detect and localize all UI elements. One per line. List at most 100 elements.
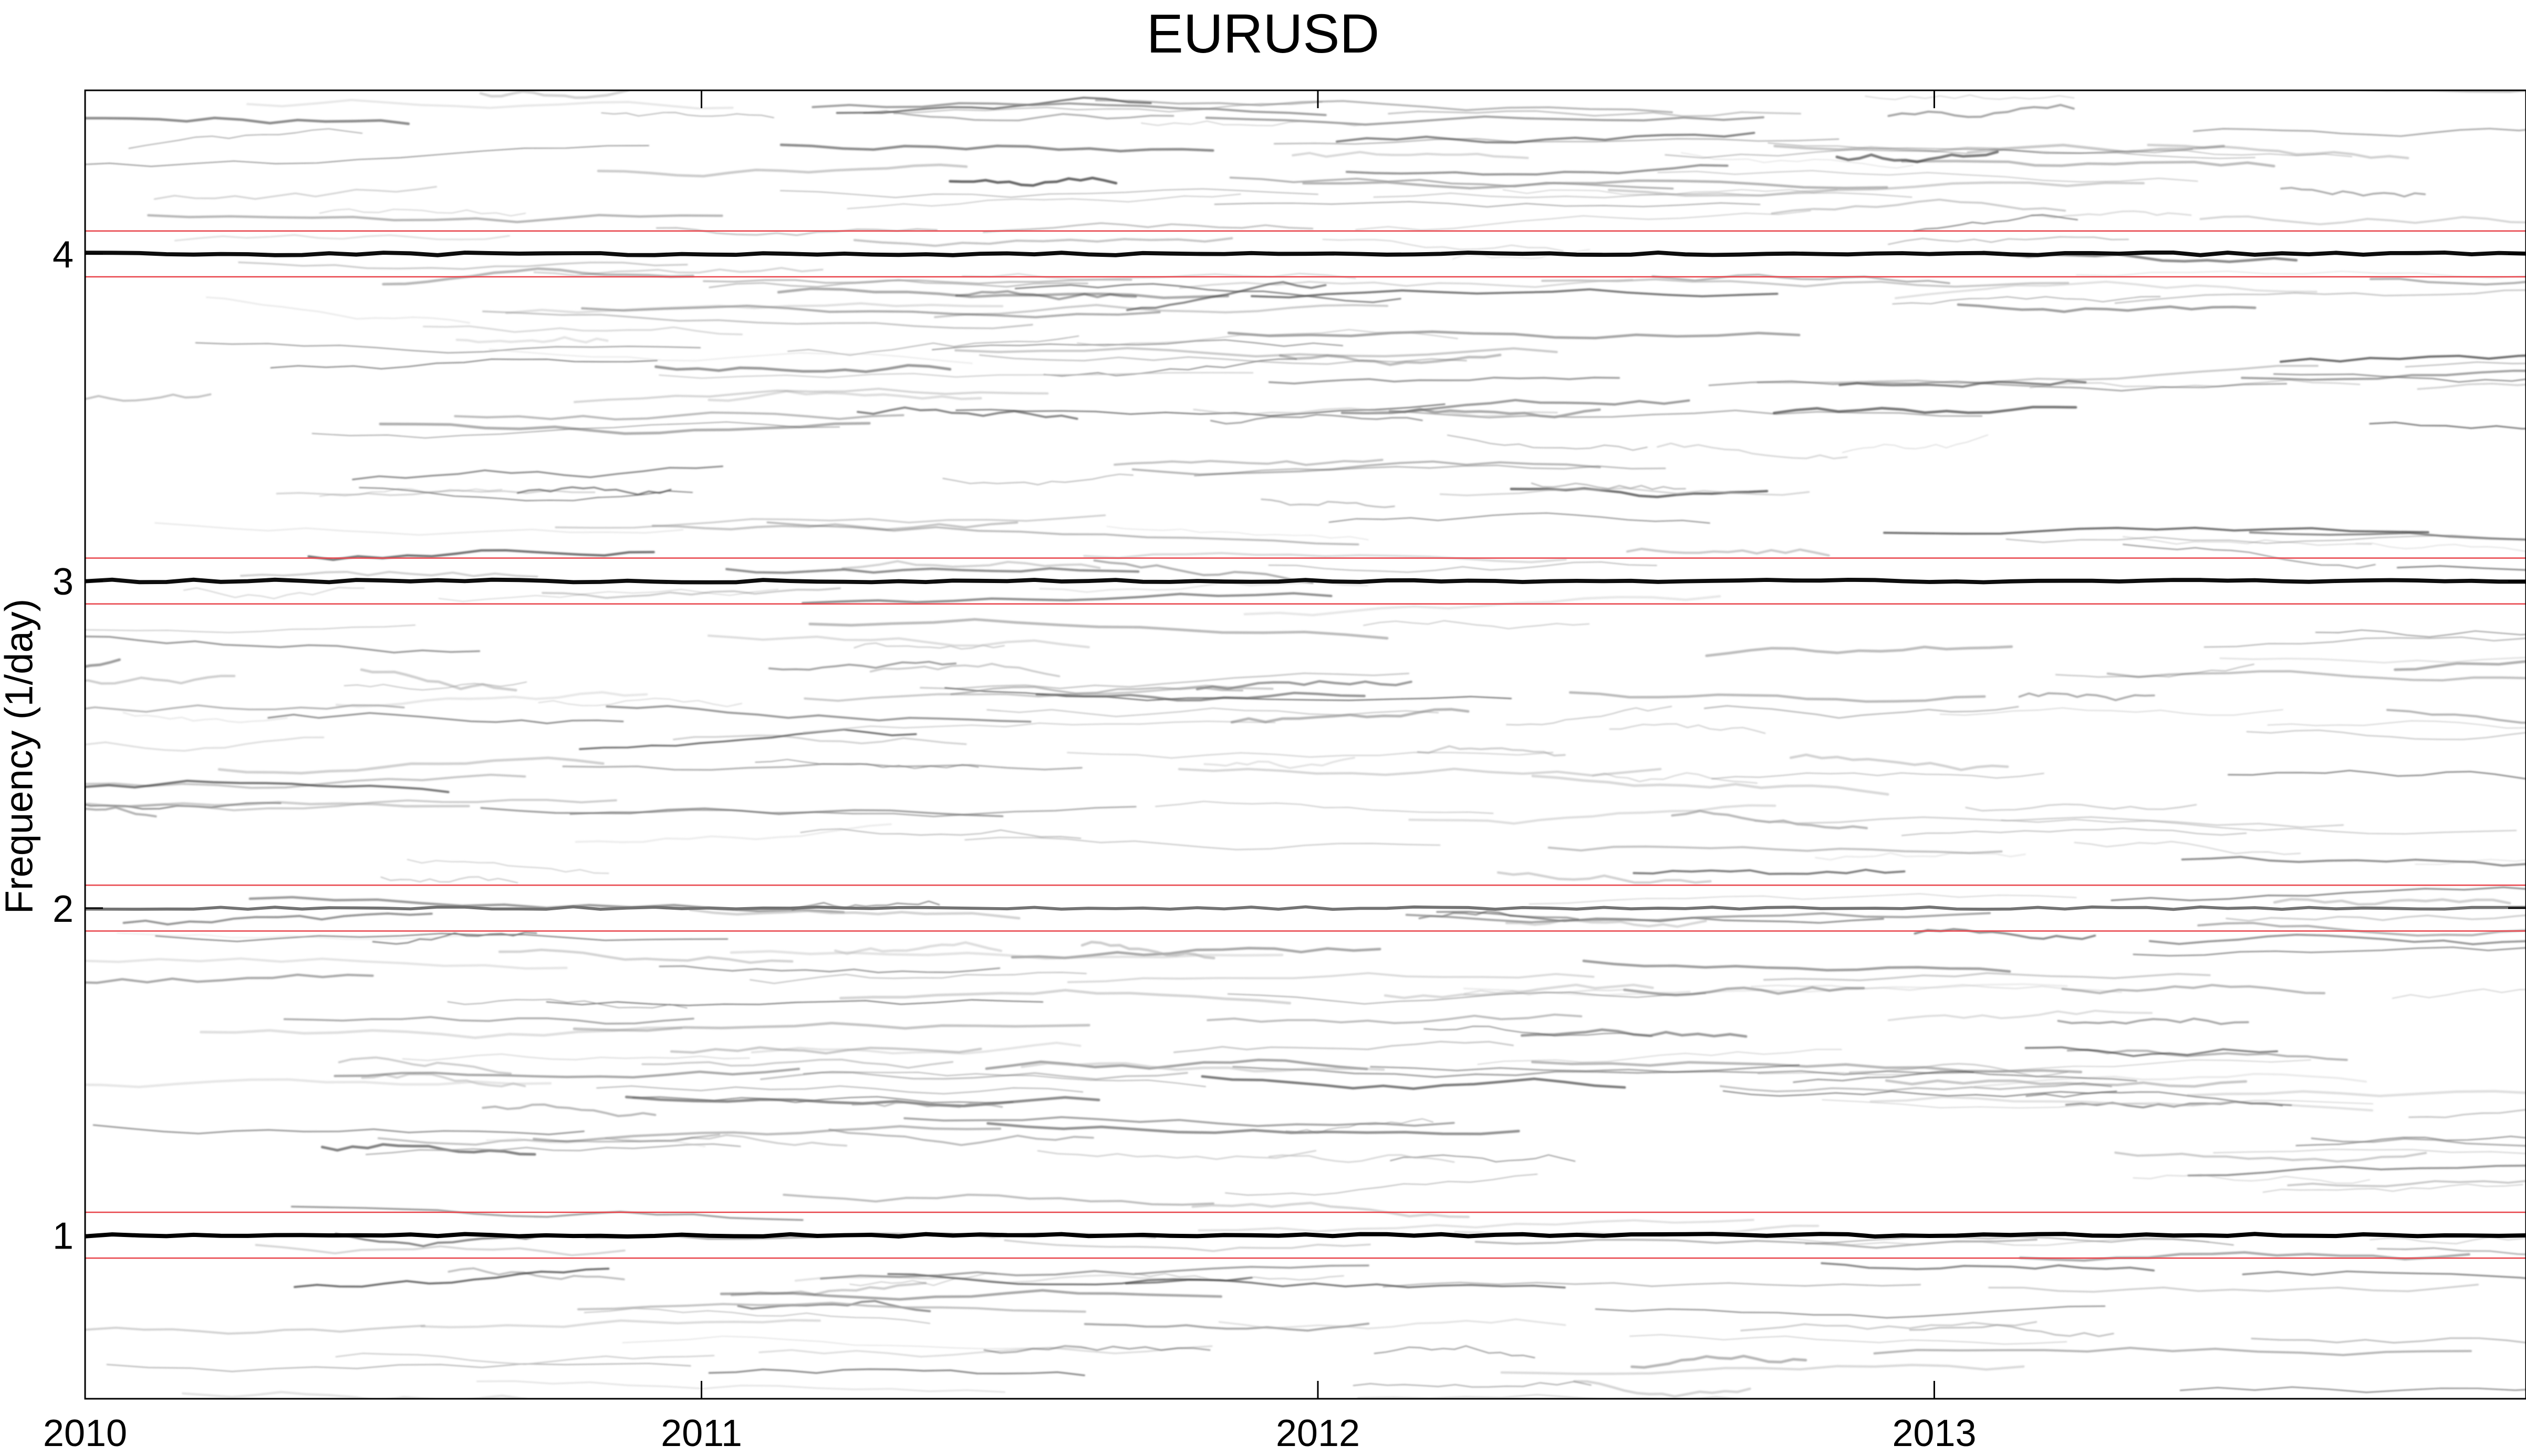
noise-line — [85, 145, 649, 167]
noise-line — [2193, 128, 2526, 137]
noise-line — [361, 1073, 526, 1088]
noise-line — [85, 636, 481, 653]
noise-line — [584, 1308, 931, 1324]
noise-line — [2273, 373, 2526, 383]
y-tick-label: 2 — [53, 888, 74, 930]
noise-line — [1363, 620, 1590, 630]
noise-line — [2187, 1164, 2526, 1177]
x-axis-ticks: 2010 2011 2012 2013 — [43, 90, 1977, 1454]
noise-line — [579, 729, 917, 750]
noise-line — [847, 193, 1241, 210]
noise-line — [2369, 277, 2526, 286]
noise-line — [1657, 170, 2198, 183]
noise-line — [834, 941, 1003, 955]
noise-line — [1114, 459, 1384, 466]
noise-line — [1772, 405, 2077, 414]
noise-line — [2203, 636, 2526, 648]
noise-line — [1913, 214, 2078, 232]
noise-line — [839, 989, 1292, 1005]
noise-line — [1894, 280, 2317, 299]
noise-line — [290, 1205, 804, 1221]
noise-line — [1173, 1041, 1514, 1053]
noise-line — [2279, 354, 2526, 363]
noise-line — [85, 117, 410, 126]
noise-line — [2273, 898, 2511, 906]
noise-line — [853, 237, 1233, 247]
noise-line — [2386, 709, 2526, 724]
noise-line — [1633, 868, 1906, 875]
noise-line — [1268, 1154, 1455, 1163]
noise-line — [2246, 730, 2526, 741]
noise-line — [85, 625, 416, 633]
peak-band-line — [85, 1232, 2526, 1239]
noise-line — [1037, 1150, 1317, 1160]
noise-line — [85, 973, 374, 984]
noise-line — [2122, 536, 2372, 546]
noise-line — [659, 372, 1254, 379]
noise-line — [1500, 1364, 2025, 1375]
noise-line — [335, 1353, 715, 1365]
noise-line — [803, 720, 1276, 733]
noise-line — [670, 1046, 982, 1055]
noise-line — [803, 1071, 1206, 1087]
noise-line — [1967, 148, 2353, 158]
noise-line — [1268, 377, 1620, 384]
noise-line — [1463, 989, 1691, 996]
noise-line — [1405, 912, 1991, 923]
noise-line — [1439, 487, 1810, 496]
noise-line — [1756, 365, 2319, 384]
noise-line — [154, 522, 684, 536]
noise-line — [673, 734, 967, 745]
noise-line — [352, 465, 723, 481]
noise-line — [338, 1056, 512, 1075]
noise-line — [438, 589, 779, 602]
noise-line — [801, 592, 1333, 605]
noise-line — [931, 339, 1343, 350]
noise-line — [1210, 413, 1423, 425]
plot-background — [85, 90, 2526, 1399]
noise-line — [949, 176, 1118, 187]
noise-line — [1939, 707, 2283, 716]
noise-line — [2001, 819, 2517, 835]
noise-line — [1390, 1154, 1576, 1162]
noise-line — [964, 837, 1441, 850]
noise-line — [1887, 1010, 2153, 1022]
noise-line — [2061, 984, 2326, 994]
noise-line — [1004, 1239, 1371, 1252]
noise-line — [792, 900, 940, 911]
noise-line — [1974, 1073, 2367, 1088]
noise-line — [779, 143, 1214, 153]
noise-line — [1345, 164, 1729, 176]
noise-line — [983, 1345, 1211, 1354]
noise-line — [183, 587, 365, 599]
noise-line — [1892, 296, 2161, 305]
noise-line — [1126, 281, 1327, 311]
noise-line — [1771, 199, 2066, 215]
noise-line — [812, 102, 1327, 117]
noise-line — [1708, 380, 2288, 392]
noise-line — [2199, 215, 2526, 225]
noise-line — [920, 672, 1410, 690]
noise-line — [1021, 1062, 1385, 1073]
noise-line — [730, 950, 1284, 960]
noise-line — [942, 473, 1134, 485]
noise-line — [2187, 1090, 2526, 1097]
noise-line — [979, 354, 1467, 365]
noise-line — [573, 1022, 1090, 1032]
noise-line — [538, 698, 742, 708]
noise-line — [238, 261, 688, 270]
noise-line — [2226, 914, 2526, 922]
noise-line — [654, 363, 952, 373]
noise-line — [448, 1267, 625, 1281]
noise-line — [2123, 544, 2376, 569]
noise-line — [849, 1273, 997, 1286]
noise-line — [1080, 941, 1215, 960]
noise-line — [2267, 720, 2526, 729]
noise-line — [85, 658, 121, 668]
noise-line — [1835, 150, 1999, 163]
noise-line — [1630, 1355, 1807, 1369]
noise-line — [1417, 745, 1566, 757]
noise-line — [85, 1078, 552, 1088]
noise-line — [1719, 1082, 2113, 1093]
